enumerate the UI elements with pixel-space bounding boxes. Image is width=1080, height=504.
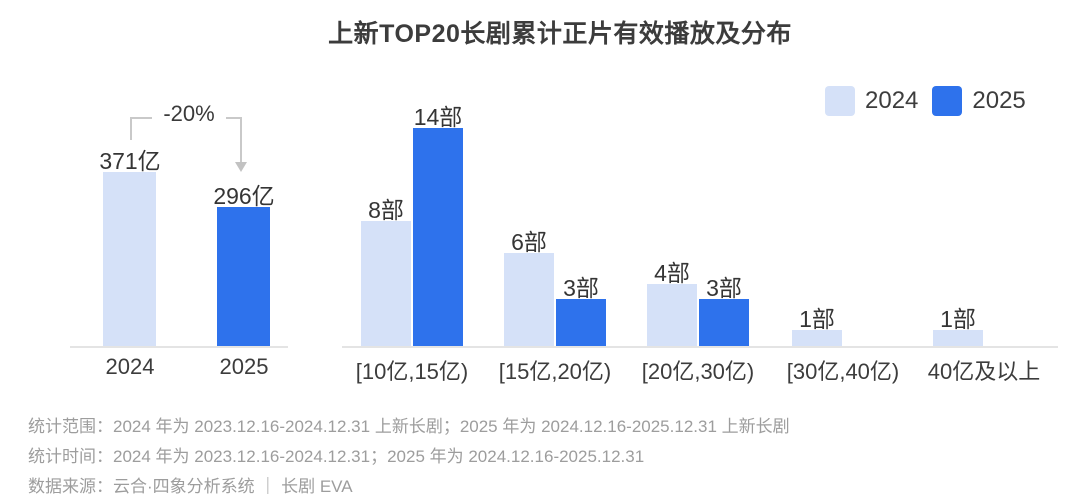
bar-count-label-2024-range-2: 4部 — [654, 260, 690, 286]
bar-count-label-2024-range-4: 1部 — [940, 306, 976, 332]
footnote-scope: 统计范围：2024 年为 2023.12.16-2024.12.31 上新长剧；… — [28, 417, 790, 436]
bar-total-2025 — [217, 207, 270, 346]
footnotes: 统计范围：2024 年为 2023.12.16-2024.12.31 上新长剧；… — [28, 412, 790, 502]
bar-2024-range-2 — [647, 284, 697, 346]
annotation-change-label: -20% — [152, 101, 226, 127]
right-chart-axis-line — [342, 346, 1058, 348]
chart-legend: 2024 2025 — [825, 86, 1026, 116]
bar-total-2024 — [103, 172, 156, 346]
bar-2024-range-3 — [792, 330, 842, 346]
bar-count-label-2025-range-1: 3部 — [563, 275, 599, 301]
legend-label-2024: 2024 — [865, 87, 919, 114]
axis-label-range-0: [10亿,15亿) — [355, 359, 469, 384]
axis-label-range-4: 40亿及以上 — [927, 359, 1041, 384]
bar-2025-range-1 — [556, 299, 606, 346]
bar-count-label-2024-range-1: 6部 — [511, 229, 547, 255]
axis-label-2025: 2025 — [219, 354, 269, 379]
annotation-arrow-down-icon — [235, 162, 247, 172]
annotation-line-left — [130, 117, 132, 140]
bar-2024-range-4 — [933, 330, 983, 346]
bar-count-label-2024-range-3: 1部 — [799, 306, 835, 332]
bar-count-label-2025-range-2: 3部 — [706, 275, 742, 301]
bar-count-label-2025-range-0: 14部 — [413, 104, 463, 130]
bar-value-label-total-2024: 371亿 — [99, 148, 161, 174]
axis-label-2024: 2024 — [105, 354, 155, 379]
chart-title: 上新TOP20长剧累计正片有效播放及分布 — [328, 20, 792, 48]
axis-label-range-1: [15亿,20亿) — [498, 359, 612, 384]
bar-2025-range-2 — [699, 299, 749, 346]
axis-label-range-3: [30亿,40亿) — [786, 359, 900, 384]
legend-label-2025: 2025 — [972, 87, 1026, 114]
legend-item-2024: 2024 — [825, 86, 918, 116]
bar-2024-range-1 — [504, 253, 554, 346]
bar-2024-range-0 — [361, 221, 411, 346]
legend-swatch-2025-icon — [932, 86, 963, 116]
footnote-time: 统计时间：2024 年为 2023.12.16-2024.12.31；2025 … — [28, 447, 645, 466]
axis-label-range-2: [20亿,30亿) — [641, 359, 755, 384]
annotation-line-right — [240, 117, 242, 163]
footnote-source: 数据来源：云合·四象分析系统 ｜ 长剧 EVA — [28, 477, 353, 496]
bar-2025-range-0 — [413, 128, 463, 346]
bar-count-label-2024-range-0: 8部 — [368, 197, 404, 223]
left-chart-axis-line — [70, 346, 288, 348]
legend-item-2025: 2025 — [932, 86, 1026, 116]
legend-swatch-2024-icon — [825, 86, 855, 116]
bar-value-label-total-2025: 296亿 — [213, 183, 275, 209]
